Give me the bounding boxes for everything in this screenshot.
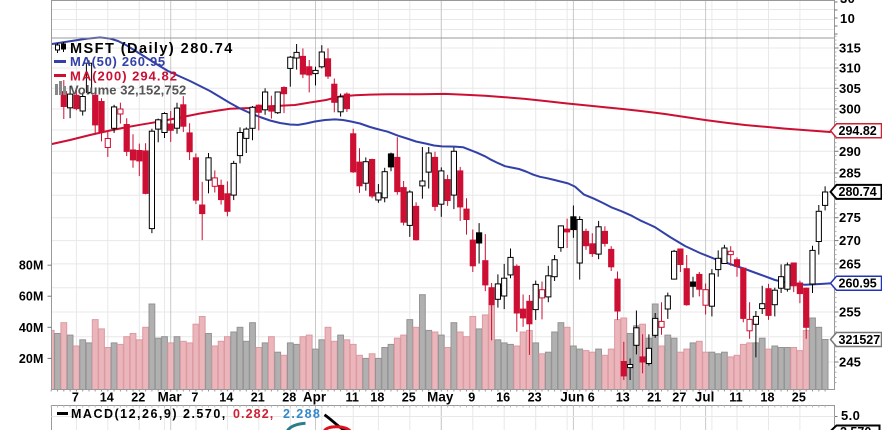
svg-text:16: 16	[496, 391, 510, 405]
svg-text:Jun: Jun	[560, 390, 584, 405]
svg-text:MSFT (Daily) 280.74: MSFT (Daily) 280.74	[70, 41, 234, 57]
svg-text:21: 21	[647, 391, 661, 405]
svg-text:285: 285	[839, 166, 861, 181]
svg-text:5.0: 5.0	[841, 408, 860, 423]
svg-text:9: 9	[468, 391, 475, 405]
svg-text:Apr: Apr	[303, 390, 327, 405]
svg-text:0.282,: 0.282,	[233, 407, 274, 421]
svg-text:305: 305	[839, 81, 861, 96]
svg-text:310: 310	[839, 61, 861, 76]
svg-text:25: 25	[792, 391, 806, 405]
svg-text:265: 265	[839, 256, 861, 271]
svg-text:May: May	[427, 390, 454, 405]
svg-text:275: 275	[839, 210, 861, 225]
svg-text:14: 14	[219, 391, 233, 405]
svg-text:27: 27	[672, 391, 686, 405]
svg-text:25: 25	[402, 391, 416, 405]
svg-text:2.570: 2.570	[840, 425, 871, 430]
svg-text:300: 300	[839, 102, 861, 117]
svg-text:60M: 60M	[19, 290, 44, 304]
svg-text:294.82: 294.82	[839, 124, 877, 138]
svg-text:321527: 321527	[839, 333, 881, 347]
svg-text:11: 11	[729, 391, 743, 405]
svg-text:245: 245	[839, 355, 861, 370]
svg-text:14: 14	[100, 391, 114, 405]
svg-text:Volume 32,152,752: Volume 32,152,752	[70, 83, 186, 98]
svg-text:2.288: 2.288	[283, 407, 321, 421]
svg-text:Jul: Jul	[695, 390, 715, 405]
svg-text:18: 18	[370, 391, 384, 405]
svg-text:Mar: Mar	[158, 390, 183, 405]
svg-text:MA(200) 294.82: MA(200) 294.82	[70, 69, 178, 84]
svg-text:260.95: 260.95	[839, 277, 877, 291]
svg-text:20M: 20M	[19, 352, 44, 366]
svg-text:315: 315	[839, 41, 861, 56]
svg-text:7: 7	[72, 391, 79, 405]
svg-text:10: 10	[840, 11, 855, 26]
svg-text:21: 21	[251, 391, 265, 405]
svg-text:30: 30	[840, 0, 855, 6]
svg-text:40M: 40M	[19, 321, 44, 335]
svg-text:11: 11	[345, 391, 359, 405]
svg-text:290: 290	[839, 144, 861, 159]
svg-text:23: 23	[528, 391, 542, 405]
svg-text:18: 18	[760, 391, 774, 405]
svg-text:22: 22	[131, 391, 145, 405]
svg-text:13: 13	[616, 391, 630, 405]
svg-text:28: 28	[282, 391, 296, 405]
svg-text:6: 6	[588, 391, 595, 405]
svg-text:255: 255	[839, 305, 861, 320]
svg-text:80M: 80M	[19, 259, 44, 273]
svg-text:MA(50) 260.95: MA(50) 260.95	[70, 54, 166, 69]
svg-text:7: 7	[191, 391, 198, 405]
svg-text:MACD(12,26,9) 2.570,: MACD(12,26,9) 2.570,	[71, 407, 227, 421]
svg-text:280.74: 280.74	[839, 185, 877, 199]
svg-text:270: 270	[839, 233, 861, 248]
